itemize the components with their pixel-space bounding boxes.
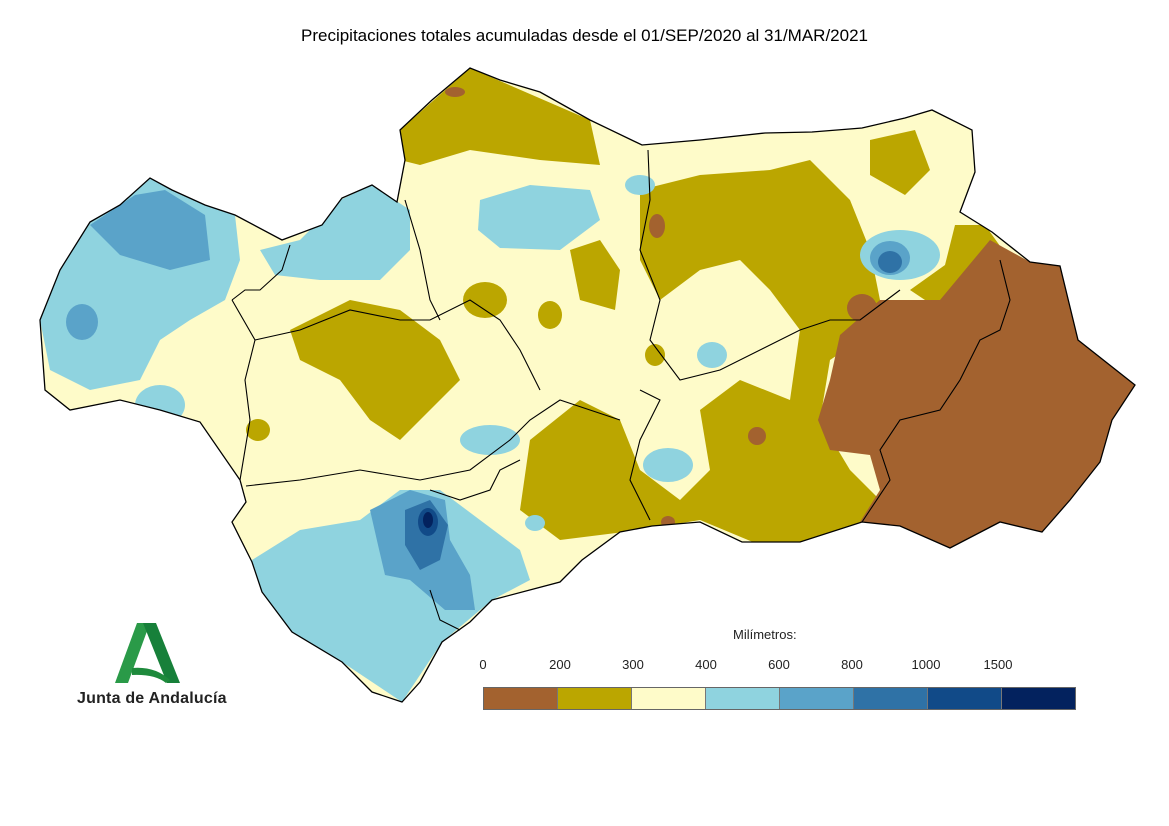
legend-color-bar [483, 687, 1076, 710]
region-over-1500 [423, 512, 433, 528]
legend-tick: 1500 [983, 657, 1013, 672]
logo-text: Junta de Andalucía [77, 690, 227, 707]
legend-swatch-5 [854, 688, 928, 709]
legend-title: Milímetros: [733, 627, 797, 642]
legend-tick: 300 [622, 657, 644, 672]
region-0-200 [445, 87, 1135, 548]
province-borders [231, 149, 1011, 631]
map-title: Precipitaciones totales acumuladas desde… [300, 26, 869, 45]
junta-logo-icon [115, 623, 180, 683]
legend-swatch-4 [780, 688, 854, 709]
legend-tick: 1000 [911, 657, 941, 672]
legend-tick: 600 [768, 657, 790, 672]
legend-swatch-1 [558, 688, 632, 709]
legend-tick: 400 [695, 657, 717, 672]
legend-swatch-2 [632, 688, 706, 709]
legend-swatch-0 [484, 688, 558, 709]
legend-swatch-6 [928, 688, 1002, 709]
legend-tick: 200 [549, 657, 571, 672]
legend-swatch-3 [706, 688, 780, 709]
legend-swatch-7 [1002, 688, 1075, 709]
legend-tick: 800 [841, 657, 863, 672]
legend-tick: 0 [479, 657, 487, 672]
